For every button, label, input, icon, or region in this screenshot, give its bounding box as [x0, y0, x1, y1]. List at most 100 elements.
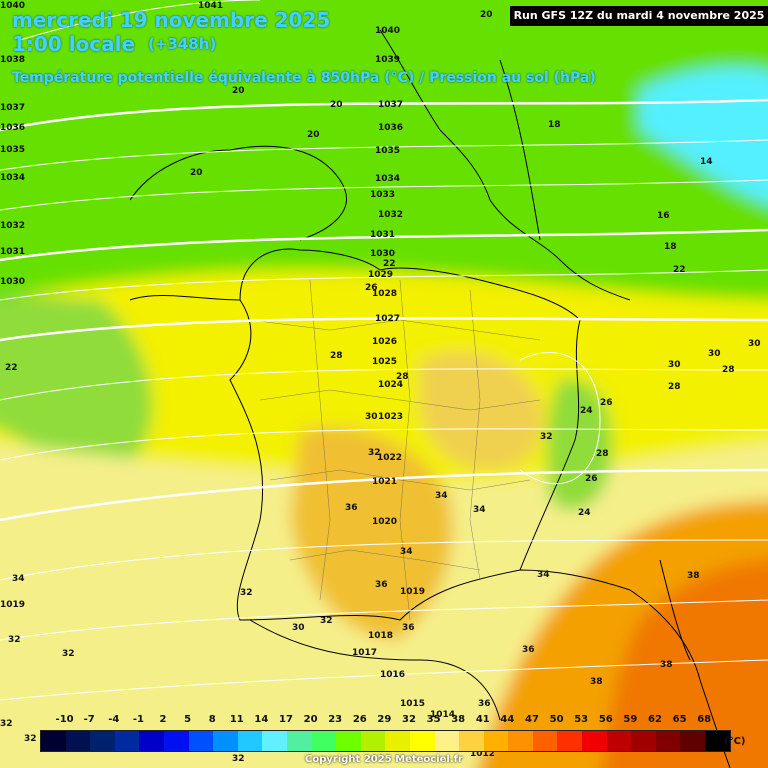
- isobar-1033: 1033: [370, 190, 395, 200]
- temp-label: 34: [537, 570, 550, 580]
- legend-label: 53: [574, 714, 589, 725]
- isobar-1019-west: 1019: [0, 600, 25, 610]
- isobar-1032: 1032: [378, 210, 403, 220]
- temp-label: 34: [473, 505, 486, 515]
- legend-swatch: [508, 731, 533, 751]
- temp-label: 20: [232, 86, 245, 96]
- isobar-1024: 1024: [378, 380, 403, 390]
- temp-label: 28: [668, 382, 681, 392]
- isobar-1030-west: 1030: [0, 277, 25, 287]
- temp-label: 32: [320, 616, 333, 626]
- temp-label: 34: [12, 574, 25, 584]
- isobar-1028: 1028: [372, 289, 397, 299]
- legend-swatch: [114, 731, 140, 751]
- temp-label: 20: [190, 168, 203, 178]
- legend-swatch: [409, 731, 435, 751]
- legend-label: 47: [525, 714, 539, 725]
- forecast-time: 1:00 locale: [12, 32, 136, 56]
- isobar-lines: [0, 0, 768, 701]
- legend-swatch: [163, 731, 189, 751]
- legend-swatch: [41, 731, 66, 751]
- isobar-1036-west: 1036: [0, 123, 25, 133]
- legend-swatch: [705, 731, 730, 751]
- legend-swatch: [311, 731, 337, 751]
- legend-swatch: [139, 731, 164, 751]
- temp-label: 22: [5, 363, 18, 373]
- isobar-1020: 1020: [372, 517, 397, 527]
- isobar-1040-west: 1040: [0, 1, 25, 11]
- legend-label: 26: [352, 714, 367, 725]
- temp-label: 36: [402, 623, 415, 633]
- legend-swatch: [434, 731, 460, 751]
- map-subtitle: Température potentielle équivalente à 85…: [12, 70, 596, 86]
- temp-label: 26: [365, 283, 378, 293]
- isobar-1041: 1041: [198, 1, 223, 11]
- legend-swatch: [360, 731, 386, 751]
- legend-swatch: [532, 731, 558, 751]
- legend-unit: (°C): [724, 736, 746, 747]
- legend-label: 23: [328, 714, 343, 725]
- model-run-label: Run GFS 12Z du mardi 4 novembre 2025: [510, 6, 768, 26]
- color-legend: [40, 730, 731, 752]
- temp-label: 24: [580, 406, 593, 416]
- temp-label: 30: [292, 623, 305, 633]
- temp-label: 26: [585, 474, 598, 484]
- isobar-1015: 1015: [400, 699, 425, 709]
- legend-swatch: [557, 731, 583, 751]
- temp-label: 14: [700, 157, 713, 167]
- legend-swatch: [237, 731, 263, 751]
- legend-label: 65: [672, 714, 687, 725]
- temp-label: 30: [365, 412, 378, 422]
- legend-label: 5: [184, 714, 192, 725]
- temp-label: 30: [748, 339, 761, 349]
- temp-label: 24: [578, 508, 591, 518]
- legend-label: -1: [132, 714, 144, 725]
- legend-label: 11: [229, 714, 244, 725]
- forecast-offset: (+348h): [148, 35, 217, 53]
- isobar-1031: 1031: [370, 230, 395, 240]
- temp-label: 22: [673, 265, 686, 275]
- temp-label: 32: [62, 649, 75, 659]
- legend-label: 29: [377, 714, 392, 725]
- legend-swatch: [262, 731, 287, 751]
- isobar-1027: 1027: [375, 314, 400, 324]
- temp-label: 28: [722, 365, 735, 375]
- isobar-1018: 1018: [368, 631, 393, 641]
- copyright-notice: Copyright 2025 Meteociel.fr: [305, 754, 463, 765]
- temp-label: 38: [660, 660, 673, 670]
- isobar-1037: 1037: [378, 100, 403, 110]
- isobar-1030: 1030: [370, 249, 395, 259]
- temp-label: 20: [330, 100, 343, 110]
- isobar-1038: 1038: [0, 55, 25, 65]
- temp-label: 32: [540, 432, 553, 442]
- legend-swatch: [90, 731, 115, 751]
- legend-label: 59: [623, 714, 638, 725]
- temp-label: 32: [24, 734, 37, 744]
- temp-label: 32: [240, 588, 253, 598]
- legend-swatch: [188, 731, 214, 751]
- temp-label: 32: [368, 448, 381, 458]
- isobar-1023: 1023: [378, 412, 403, 422]
- legend-label: 17: [279, 714, 293, 725]
- legend-label: -4: [108, 714, 120, 725]
- temp-label: 28: [596, 449, 609, 459]
- legend-label: 56: [598, 714, 613, 725]
- legend-label: 2: [159, 714, 167, 725]
- legend-label: -7: [83, 714, 95, 725]
- legend-swatch: [631, 731, 656, 751]
- legend-label: 62: [648, 714, 662, 725]
- temp-label: 34: [435, 491, 448, 501]
- temp-label: 22: [383, 259, 396, 269]
- legend-swatch: [606, 731, 632, 751]
- isobar-1025: 1025: [372, 357, 397, 367]
- temp-label: 20: [480, 10, 493, 20]
- legend-label: 14: [254, 714, 269, 725]
- temp-label: 20: [307, 130, 320, 140]
- temp-label: 26: [600, 398, 613, 408]
- legend-swatch: [655, 731, 681, 751]
- temp-label: 32: [232, 754, 245, 764]
- isobar-1017: 1017: [352, 648, 377, 658]
- temp-label: 18: [664, 242, 677, 252]
- temp-label: 30: [668, 360, 681, 370]
- isobar-1019: 1019: [400, 587, 425, 597]
